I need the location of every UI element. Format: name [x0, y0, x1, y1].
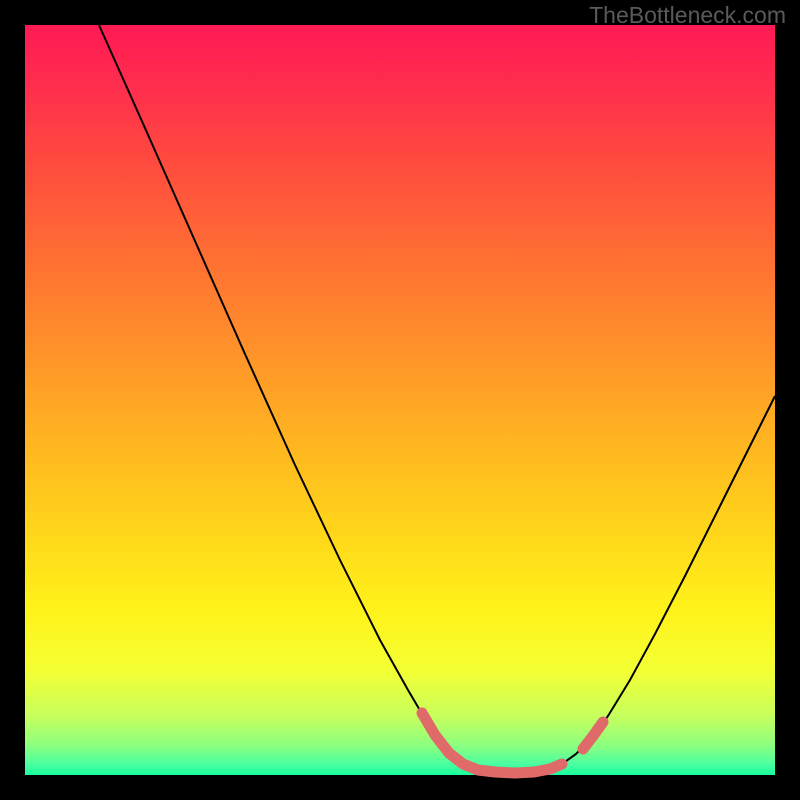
frame-top — [0, 0, 800, 25]
plot-background — [25, 25, 775, 775]
chart-canvas: TheBottleneck.com — [0, 0, 800, 800]
frame-bottom — [0, 775, 800, 800]
frame-left — [0, 0, 25, 800]
frame-right — [775, 0, 800, 800]
